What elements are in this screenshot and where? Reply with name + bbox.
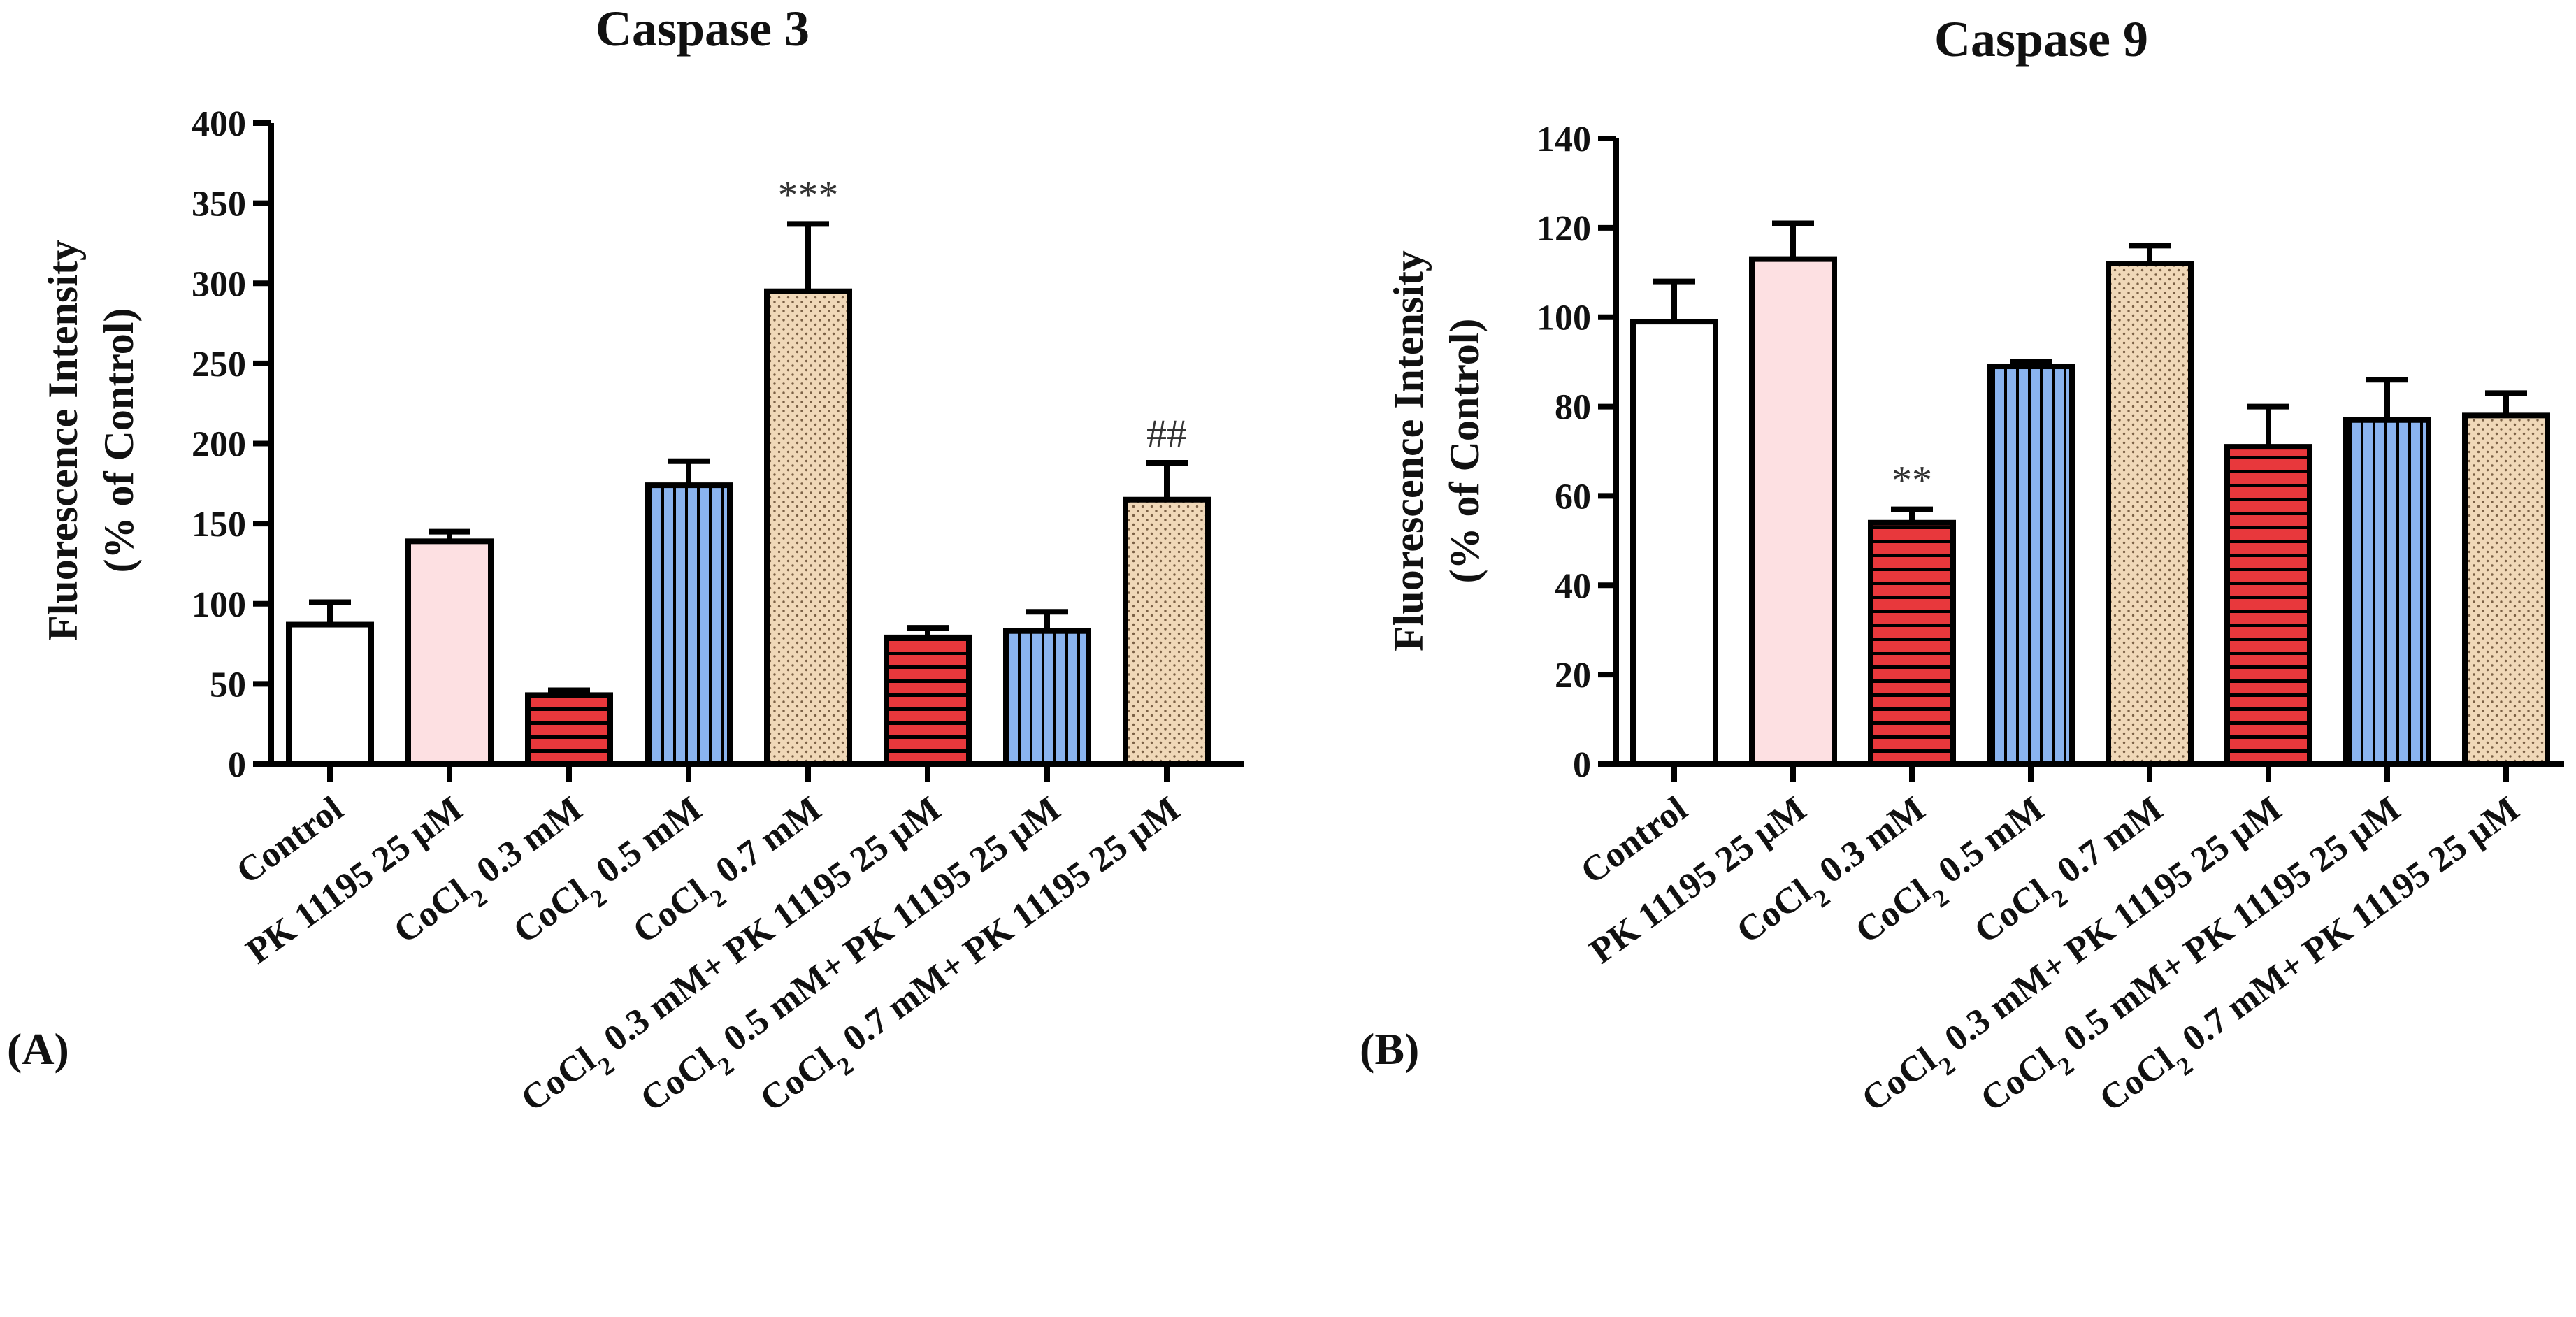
error-bar xyxy=(429,528,470,542)
bar xyxy=(1868,519,1956,767)
bar xyxy=(2462,412,2550,767)
error-bar xyxy=(2485,390,2527,416)
error-bar xyxy=(1891,506,1933,523)
y-axis-label: Fluorescence Intensity xyxy=(1386,250,1432,652)
bar xyxy=(2224,444,2312,767)
bar xyxy=(525,692,613,767)
y-tick-label: 250 xyxy=(192,345,246,384)
y-tick-label: 400 xyxy=(192,104,246,144)
significance-marker: ** xyxy=(1892,458,1932,503)
error-bar xyxy=(2129,243,2171,264)
y-tick-label: 100 xyxy=(192,585,246,625)
y-tick-label: 20 xyxy=(1555,656,1591,696)
chart-panel-a: Caspase 3 Fluorescence Intensity (% of C… xyxy=(7,1,1244,1128)
y-tick-label: 40 xyxy=(1555,566,1591,606)
significance-marker: ## xyxy=(1146,411,1187,456)
panel-label: (B) xyxy=(1360,1024,1419,1074)
y-axis-label-sub: (% of Control) xyxy=(1441,319,1488,584)
significance-marker: *** xyxy=(778,172,839,217)
y-tick-label: 0 xyxy=(1573,745,1591,785)
error-bar xyxy=(787,221,829,292)
y-axis-label-sub: (% of Control) xyxy=(96,308,142,573)
error-bar xyxy=(1653,278,1695,322)
bar xyxy=(1630,319,1718,768)
error-bar xyxy=(668,458,710,486)
error-bar xyxy=(309,599,351,625)
error-bar xyxy=(2247,403,2289,447)
error-bar xyxy=(907,625,949,638)
y-tick-label: 80 xyxy=(1555,388,1591,428)
bar xyxy=(2106,261,2194,767)
chart-panel-b: Caspase 9 Fluorescence Intensity (% of C… xyxy=(1360,11,2564,1128)
panel-label: (A) xyxy=(7,1024,69,1074)
y-tick-label: 100 xyxy=(1537,298,1591,338)
chart-title: Caspase 9 xyxy=(1934,11,2148,67)
error-bar xyxy=(1146,460,1188,500)
bar xyxy=(764,288,852,767)
bar xyxy=(1123,496,1211,767)
y-tick-label: 140 xyxy=(1537,120,1591,159)
y-tick-label: 300 xyxy=(192,264,246,304)
error-bar xyxy=(2010,359,2052,367)
y-tick-label: 350 xyxy=(192,185,246,224)
bar xyxy=(884,634,972,768)
x-tick-label: CoCl2 0.3 mM+ PK 11195 25 µM xyxy=(1855,789,2295,1129)
y-axis-label: Fluorescence Intensity xyxy=(40,240,86,641)
error-bar xyxy=(1026,609,1068,631)
x-tick-label: PK 11195 25 µM xyxy=(239,789,470,972)
bar xyxy=(286,621,374,767)
bar xyxy=(645,482,733,767)
x-tick-label: PK 11195 25 µM xyxy=(1583,789,1813,972)
y-tick-label: 60 xyxy=(1555,477,1591,517)
bar xyxy=(1987,364,2075,767)
y-tick-label: 150 xyxy=(192,505,246,545)
bar xyxy=(405,538,494,768)
y-tick-label: 120 xyxy=(1537,209,1591,249)
chart-title: Caspase 3 xyxy=(596,1,810,57)
error-bar xyxy=(548,687,590,696)
y-tick-label: 0 xyxy=(228,745,246,785)
y-tick-label: 50 xyxy=(210,665,246,705)
bar xyxy=(1003,628,1091,767)
error-bar xyxy=(2366,377,2408,420)
bar xyxy=(1749,256,1837,768)
error-bar xyxy=(1772,220,1814,259)
y-tick-label: 200 xyxy=(192,425,246,465)
bar xyxy=(2343,417,2431,767)
